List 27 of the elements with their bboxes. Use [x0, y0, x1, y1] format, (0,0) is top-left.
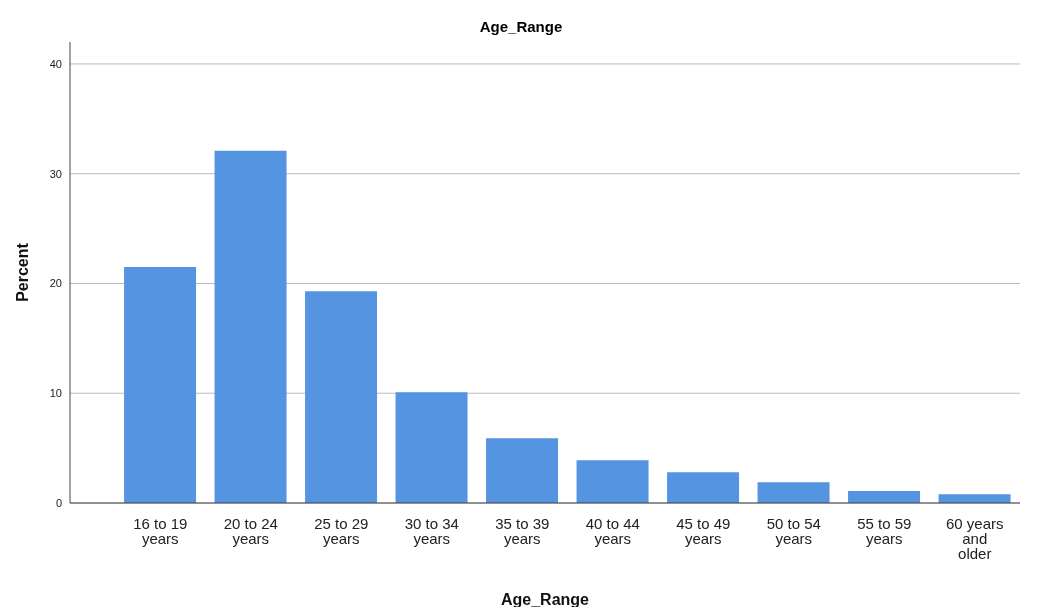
bar: [848, 490, 921, 503]
bar: [214, 150, 287, 503]
x-tick-label: 25 to 29 years: [314, 514, 369, 547]
x-tick-label: 30 to 34 years: [404, 514, 459, 547]
y-tick-label: 30: [49, 167, 62, 180]
x-tick-label: 60 years and older: [945, 514, 1004, 562]
bar: [305, 291, 378, 503]
bar: [395, 392, 468, 503]
bar: [667, 472, 740, 503]
y-tick-label: 0: [55, 496, 62, 509]
x-tick-label: 40 to 44 years: [585, 514, 640, 547]
x-tick-label: 55 to 59 years: [857, 514, 912, 547]
x-tick-label: 16 to 19 years: [133, 514, 188, 547]
y-tick-label: 10: [49, 387, 62, 400]
bar: [757, 482, 830, 503]
bar: [938, 494, 1011, 503]
y-tick-label: 40: [49, 57, 62, 70]
x-tick-label: 50 to 54 years: [766, 514, 821, 547]
y-axis-title: Percent: [13, 242, 31, 302]
bar: [124, 267, 197, 503]
bar: [576, 460, 649, 503]
x-tick-label: 35 to 39 years: [495, 514, 550, 547]
x-tick-label: 20 to 24 years: [223, 514, 278, 547]
bar: [486, 438, 559, 503]
chart-title: Age_Range: [478, 18, 564, 35]
x-tick-label: 45 to 49 years: [676, 514, 731, 547]
y-tick-label: 20: [49, 277, 62, 290]
